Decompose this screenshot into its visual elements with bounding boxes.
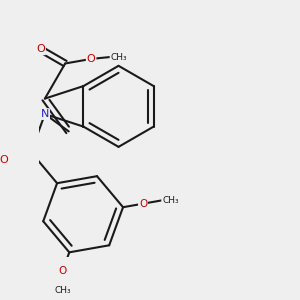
Text: CH₃: CH₃: [162, 196, 178, 205]
Text: O: O: [58, 266, 67, 276]
Text: O: O: [36, 44, 45, 54]
Text: N: N: [41, 109, 49, 119]
Text: O: O: [0, 154, 8, 164]
Text: CH₃: CH₃: [55, 286, 71, 295]
Text: CH₃: CH₃: [110, 52, 127, 62]
Text: O: O: [87, 54, 95, 64]
Text: O: O: [139, 199, 147, 209]
